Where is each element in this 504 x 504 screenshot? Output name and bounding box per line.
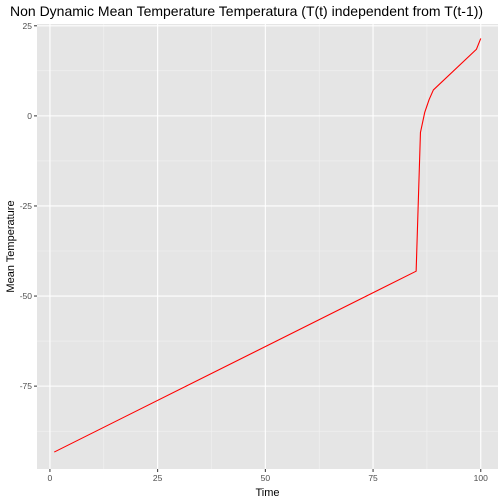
x-tick-label: 75 bbox=[368, 473, 378, 483]
y-axis-label: Mean Temperature bbox=[5, 200, 17, 292]
y-tick-label: 0 bbox=[27, 111, 32, 121]
grid-minor bbox=[37, 24, 498, 469]
y-tick-label: -50 bbox=[20, 291, 33, 301]
y-tick-label: -25 bbox=[20, 201, 33, 211]
x-tick-label: 0 bbox=[48, 473, 53, 483]
series-line-0 bbox=[53, 38, 482, 453]
plot-panel bbox=[37, 24, 498, 469]
series-layer bbox=[53, 38, 482, 453]
x-tick-label: 50 bbox=[261, 473, 271, 483]
x-axis-ticks: 0 25 50 75 100 bbox=[48, 469, 488, 483]
grid-major bbox=[37, 24, 498, 469]
y-axis-ticks: -75 -50 -25 0 25 bbox=[20, 21, 37, 391]
x-tick-label: 25 bbox=[153, 473, 163, 483]
chart-title: Non Dynamic Mean Temperature Temperatura… bbox=[10, 3, 483, 19]
x-tick-label: 100 bbox=[474, 473, 488, 483]
y-tick-label: -75 bbox=[20, 381, 33, 391]
x-axis-label: Time bbox=[255, 487, 279, 499]
y-tick-label: 25 bbox=[23, 21, 33, 31]
